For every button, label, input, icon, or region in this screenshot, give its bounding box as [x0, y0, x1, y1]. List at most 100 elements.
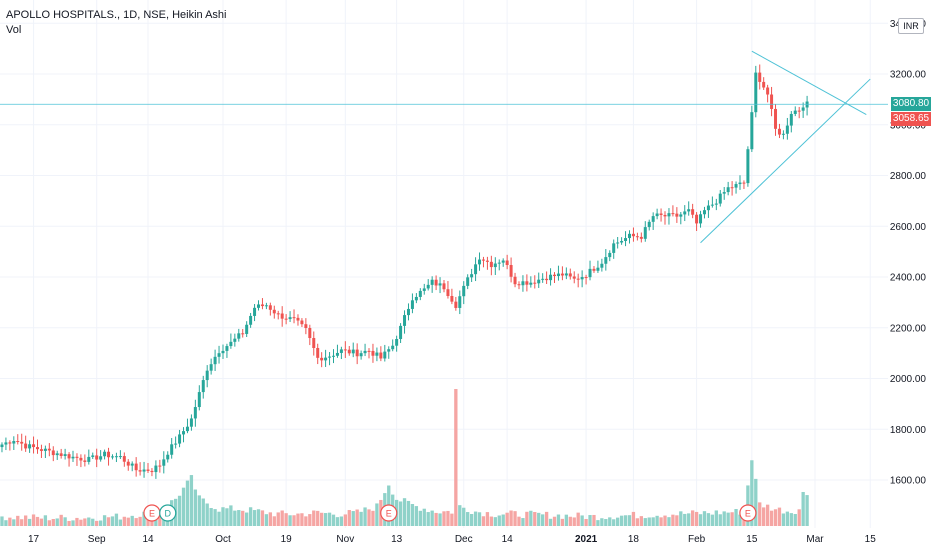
- candle: [339, 346, 343, 360]
- volume-bar: [75, 517, 79, 526]
- candle-body: [249, 315, 253, 325]
- x-tick-label: 14: [142, 534, 154, 545]
- candle: [189, 414, 193, 431]
- volume-bar: [225, 508, 229, 526]
- upper-trendline[interactable]: [751, 50, 867, 116]
- candle: [193, 399, 197, 427]
- lower-trendline[interactable]: [700, 78, 871, 244]
- candle-body: [746, 149, 750, 184]
- candle-body: [647, 221, 651, 228]
- volume-bar: [213, 509, 217, 526]
- volume-bars: [0, 389, 809, 526]
- x-tick-label: Mar: [806, 534, 824, 545]
- volume-bar: [284, 513, 288, 526]
- volume-bar: [698, 514, 703, 526]
- candle-body: [758, 72, 762, 82]
- triangle-trendlines[interactable]: [700, 50, 871, 244]
- candle: [647, 219, 651, 231]
- candle-body: [635, 236, 639, 238]
- volume-bar: [588, 515, 592, 526]
- volume-bar: [316, 510, 320, 526]
- candle: [470, 268, 474, 283]
- volume-bar: [8, 517, 12, 526]
- earnings-marker[interactable]: E: [143, 504, 161, 522]
- candle-body: [399, 325, 403, 340]
- candle: [438, 277, 442, 294]
- y-tick-label: 2400.00: [890, 273, 927, 284]
- candle-body: [32, 444, 36, 448]
- candle: [0, 442, 4, 453]
- volume-bar: [27, 518, 32, 526]
- candle-body: [631, 233, 635, 237]
- candle-body: [687, 209, 691, 212]
- earnings-marker[interactable]: E: [739, 504, 757, 522]
- volume-bar: [671, 514, 675, 526]
- candle: [395, 335, 399, 352]
- candle-body: [174, 443, 178, 445]
- candle: [509, 257, 513, 283]
- candle-body: [754, 72, 758, 113]
- candle-body: [639, 236, 643, 239]
- candle: [458, 290, 462, 315]
- candle: [170, 438, 174, 459]
- candle-body: [604, 257, 608, 264]
- candle: [553, 272, 557, 284]
- y-tick-label: 1600.00: [890, 476, 927, 487]
- candle-body: [170, 444, 174, 455]
- volume-legend-label[interactable]: Vol: [6, 24, 22, 36]
- volume-bar: [288, 515, 292, 526]
- candle-body: [288, 317, 292, 320]
- price-axis[interactable]: 3400.003200.003000.002800.002600.002400.…: [888, 0, 932, 550]
- dividend-marker[interactable]: D: [159, 504, 177, 522]
- candle: [308, 324, 312, 346]
- volume-bar: [300, 513, 304, 526]
- candle: [272, 305, 276, 319]
- volume-bar: [355, 509, 359, 526]
- candle-body: [651, 216, 655, 222]
- currency-badge[interactable]: INR: [898, 18, 924, 34]
- candle-body: [446, 289, 450, 297]
- volume-bar: [537, 512, 541, 526]
- candle-body: [264, 305, 268, 307]
- candle-body: [24, 443, 28, 449]
- candle: [699, 210, 703, 228]
- grid-lines: [0, 0, 888, 528]
- volume-bar: [31, 514, 36, 526]
- candle: [442, 279, 446, 293]
- candle: [320, 352, 324, 368]
- volume-bar: [687, 513, 691, 526]
- volume-bar: [304, 516, 308, 526]
- candle-body: [316, 348, 320, 358]
- candle: [257, 300, 261, 311]
- candle: [742, 180, 746, 189]
- volume-bar: [233, 510, 237, 526]
- candle-body: [580, 277, 584, 280]
- volume-bar: [477, 512, 482, 526]
- symbol-title[interactable]: APOLLO HOSPITALS., 1D, NSE, Heikin Ashi: [6, 9, 227, 21]
- candle: [545, 271, 549, 285]
- volume-bar: [438, 513, 442, 526]
- candle: [750, 105, 754, 152]
- x-tick-label: 14: [502, 534, 514, 545]
- volume-bar: [351, 511, 355, 526]
- volume-bar: [114, 513, 119, 526]
- volume-bar: [667, 517, 671, 526]
- candle-body: [312, 338, 316, 349]
- volume-bar: [63, 517, 67, 526]
- volume-bar: [122, 516, 126, 526]
- volume-bar: [765, 504, 770, 526]
- volume-bar: [738, 514, 742, 526]
- candle-body: [695, 214, 699, 224]
- candle-body: [541, 278, 545, 280]
- volume-bar: [430, 510, 434, 526]
- volume-bar: [252, 510, 257, 526]
- marker-circle: [739, 504, 757, 522]
- time-axis[interactable]: 17 Sep 14 Oct 19 Nov 13 Dec 14 2021 18 Feb 15 Mar 15: [0, 528, 932, 550]
- candle-body: [458, 296, 462, 308]
- x-tick-label: Feb: [688, 534, 706, 545]
- candle-body: [675, 213, 679, 217]
- earnings-marker[interactable]: E: [380, 504, 398, 522]
- candle: [158, 459, 162, 473]
